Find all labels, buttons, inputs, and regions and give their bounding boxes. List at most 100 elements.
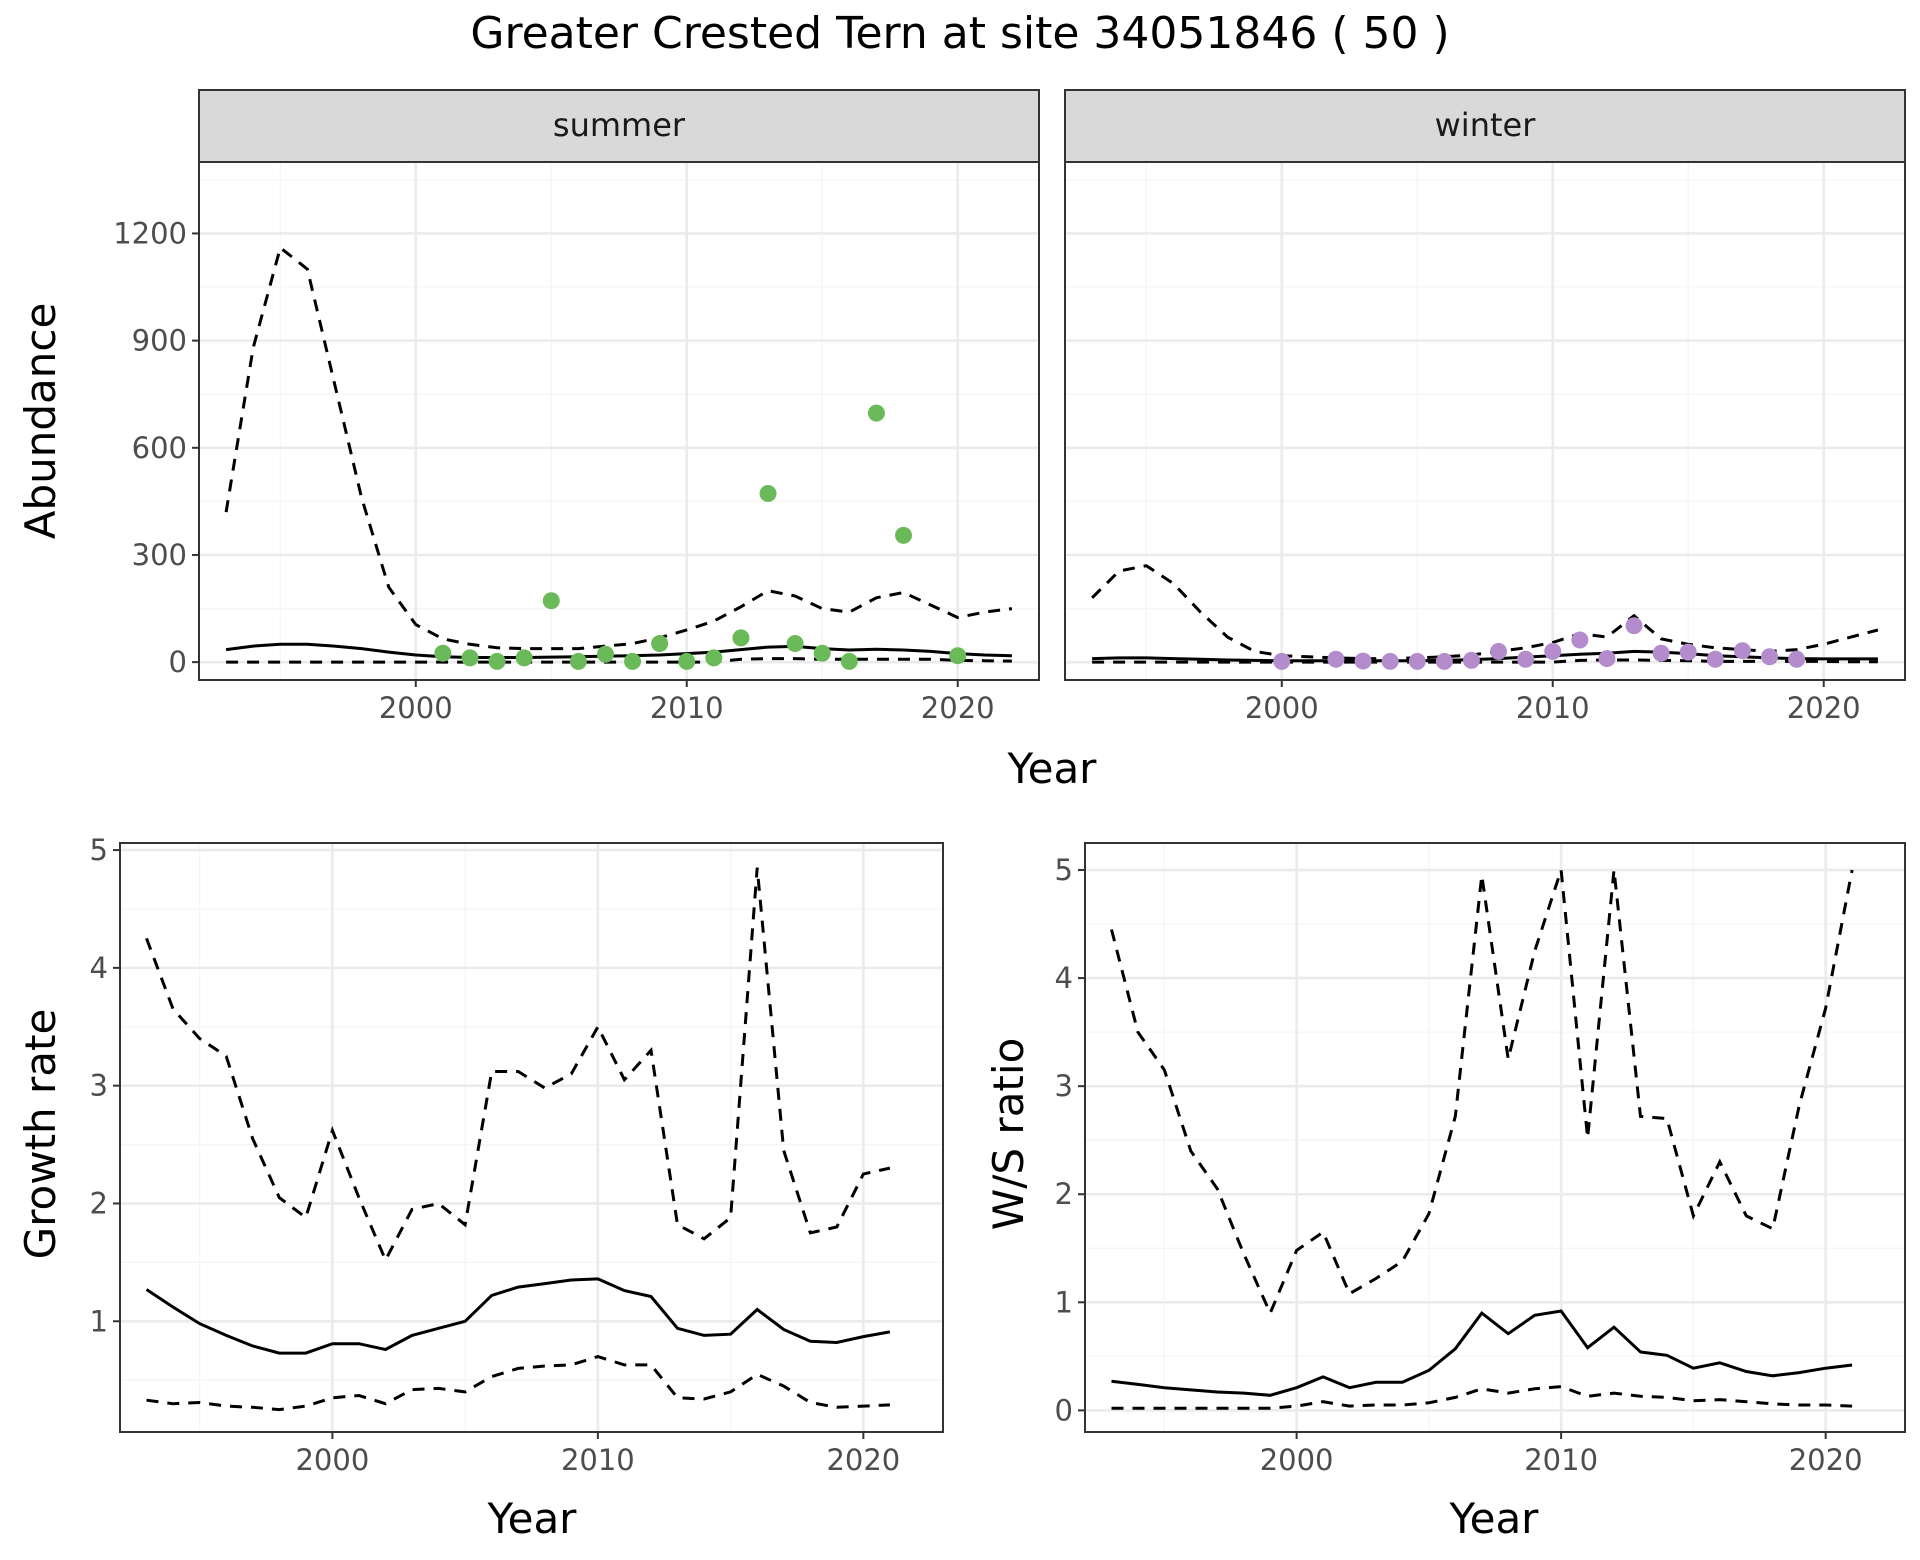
abundance-x-axis-title: Year xyxy=(1007,744,1098,793)
x-tick-label: 2010 xyxy=(650,691,724,725)
y-tick-label: 1 xyxy=(1055,1285,1073,1319)
observation-point xyxy=(678,652,696,670)
observation-point xyxy=(542,592,560,610)
y-tick-label: 3 xyxy=(1055,1069,1073,1103)
y-tick-label: 2 xyxy=(90,1186,108,1220)
y-tick-label: 300 xyxy=(132,538,187,572)
observation-point xyxy=(624,652,642,670)
observation-point xyxy=(1327,650,1345,668)
observation-point xyxy=(596,645,614,663)
x-tick-label: 2020 xyxy=(1789,1443,1863,1477)
grid-lines xyxy=(1085,843,1905,1432)
observation-point xyxy=(1598,650,1616,668)
observation-point xyxy=(1733,642,1751,660)
upper-bound-line xyxy=(1110,869,1854,1317)
plot-area-summer: 2000 2010 2020 0 300 600 900 1200 xyxy=(113,161,1040,725)
plot-background xyxy=(1065,162,1905,680)
observation-point xyxy=(1435,652,1453,670)
lower-bound-line xyxy=(146,1355,890,1412)
observation-point xyxy=(1273,652,1291,670)
grid-lines xyxy=(120,843,943,1432)
abundance-panel: summer 2000 2010 2020 0 300 600 900 1200 winter… xyxy=(16,89,1906,793)
observation-point xyxy=(786,635,804,653)
y-tick-label: 4 xyxy=(90,951,108,985)
x-tick-label: 2000 xyxy=(295,1443,369,1477)
observation-point xyxy=(1462,651,1480,669)
observation-point xyxy=(569,652,587,670)
growth-x-axis-title: Year xyxy=(487,1494,578,1543)
strip-winter xyxy=(1064,89,1906,163)
observation-point xyxy=(895,526,913,544)
y-tick-label: 5 xyxy=(90,833,108,867)
growth-panel: 2000 2010 2020 1 2 3 4 5 Growth rate Year xyxy=(16,833,944,1543)
mean-line xyxy=(1111,1309,1853,1397)
y-tick-label: 3 xyxy=(90,1069,108,1103)
observation-point xyxy=(1381,652,1399,670)
observation-point xyxy=(434,644,452,662)
observation-point xyxy=(1490,642,1508,660)
observation-point xyxy=(1679,643,1697,661)
plot-area-ratio: 2000 2010 2020 0 1 2 3 4 5 xyxy=(1055,842,1906,1477)
observation-point xyxy=(705,649,723,667)
facet-summer: summer 2000 2010 2020 0 300 600 900 1200 xyxy=(113,89,1040,725)
y-tick-label: 4 xyxy=(1055,961,1073,995)
observation-point xyxy=(461,649,479,667)
plot-background xyxy=(199,162,1039,680)
observation-point xyxy=(1706,650,1724,668)
observation-point xyxy=(488,652,506,670)
y-tick-label: 5 xyxy=(1055,853,1073,887)
observation-point xyxy=(813,644,831,662)
series-marks xyxy=(1110,869,1854,1410)
strip-summer xyxy=(198,89,1040,163)
observation-point xyxy=(651,635,669,653)
observation-point xyxy=(1571,631,1589,649)
series-marks xyxy=(1091,564,1879,670)
observation-point xyxy=(1788,650,1806,668)
y-tick-label: 2 xyxy=(1055,1177,1073,1211)
plot-border xyxy=(198,161,1040,681)
y-tick-label: 1200 xyxy=(113,216,187,250)
plot-border xyxy=(119,842,944,1433)
lower-bound-line xyxy=(226,657,1012,664)
ratio-x-axis-title: Year xyxy=(1449,1494,1540,1543)
ratio-y-axis-title: W/S ratio xyxy=(984,1038,1033,1231)
y-tick-label: 0 xyxy=(1055,1393,1073,1427)
mean-line xyxy=(225,642,1012,659)
observation-point xyxy=(949,647,967,665)
x-tick-label: 2020 xyxy=(826,1443,900,1477)
plot-area-winter: 2000 2010 2020 xyxy=(1064,161,1906,725)
upper-bound-line xyxy=(145,867,891,1264)
plot-border xyxy=(1064,161,1906,681)
observation-point xyxy=(1652,644,1670,662)
ratio-panel: 2000 2010 2020 0 1 2 3 4 5 W/S ratio Year xyxy=(984,842,1906,1543)
observation-point xyxy=(1517,650,1535,668)
y-tick-label: 1 xyxy=(90,1304,108,1338)
observation-point xyxy=(759,485,777,503)
series-marks xyxy=(224,245,1013,670)
facet-winter: winter 2000 2010 2020 xyxy=(1064,89,1906,725)
abundance-y-axis-title: Abundance xyxy=(16,303,65,540)
plot-background xyxy=(120,843,943,1432)
lower-bound-line xyxy=(1092,658,1878,664)
growth-y-axis-title: Growth rate xyxy=(16,1009,65,1260)
figure-title: Greater Crested Tern at site 34051846 ( … xyxy=(470,8,1449,59)
observation-point xyxy=(1761,648,1779,666)
observation-point xyxy=(515,649,533,667)
series-marks xyxy=(145,867,891,1412)
plot-border xyxy=(1084,842,1906,1433)
y-tick-label: 0 xyxy=(169,645,187,679)
observation-point xyxy=(1408,652,1426,670)
y-tick-label: 900 xyxy=(132,324,187,358)
upper-bound-line xyxy=(224,245,1013,651)
observation-point xyxy=(1544,642,1562,660)
x-tick-label: 2000 xyxy=(1260,1443,1334,1477)
observation-point xyxy=(1354,652,1372,670)
x-tick-label: 2010 xyxy=(561,1443,635,1477)
strip-label-winter: winter xyxy=(1435,106,1537,144)
x-tick-label: 2020 xyxy=(921,691,995,725)
observation-point xyxy=(1625,617,1643,635)
x-tick-label: 2010 xyxy=(1516,691,1590,725)
observation-point xyxy=(840,652,858,670)
observation-point xyxy=(867,404,885,422)
observation-point xyxy=(732,629,750,647)
